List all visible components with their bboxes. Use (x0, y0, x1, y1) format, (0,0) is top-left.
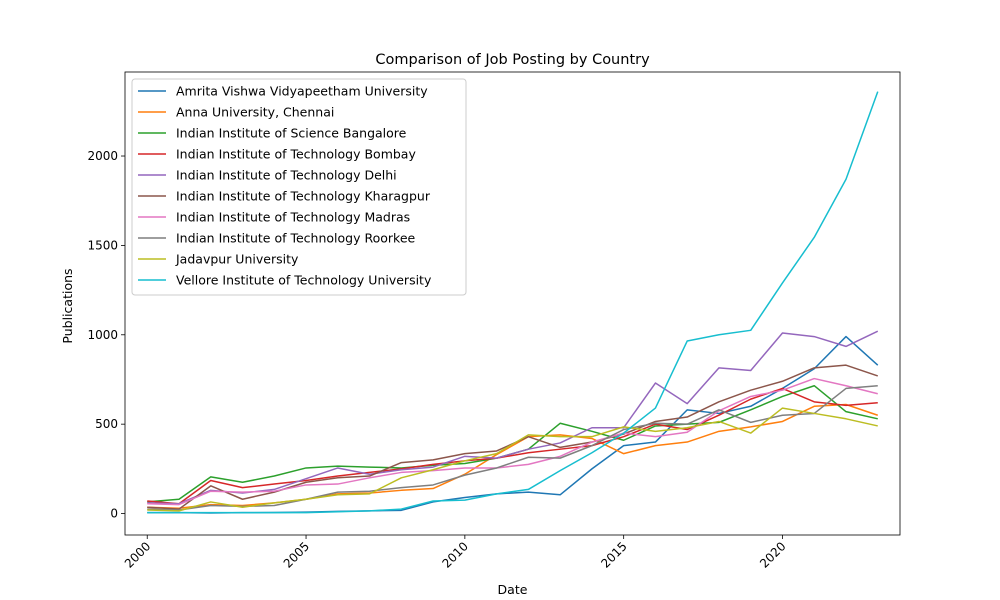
legend-label-6: Indian Institute of Technology Madras (176, 210, 410, 225)
y-tick-label-1: 500 (95, 417, 118, 431)
y-tick-label-2: 1000 (87, 328, 118, 342)
x-tick-label-0: 2000 (122, 539, 153, 570)
series-line-4 (147, 330, 879, 505)
chart-title: Comparison of Job Posting by Country (375, 52, 650, 68)
x-tick-label-4: 2020 (757, 539, 788, 570)
series-line-3 (147, 387, 878, 505)
series-line-7 (147, 384, 878, 511)
series-line-8 (147, 407, 878, 512)
y-tick-label-4: 2000 (87, 149, 118, 163)
y-tick-label-3: 1500 (87, 238, 118, 252)
x-axis-label: Date (498, 582, 528, 597)
series-line-9 (147, 91, 879, 514)
legend-label-9: Vellore Institute of Technology Universi… (176, 273, 432, 288)
x-tick-label-2: 2010 (439, 539, 470, 570)
legend-label-2: Indian Institute of Science Bangalore (176, 126, 407, 141)
x-tick-label-3: 2015 (598, 539, 629, 570)
legend-label-1: Anna University, Chennai (176, 105, 334, 120)
legend-label-0: Amrita Vishwa Vidyapeetham University (176, 84, 428, 99)
legend-label-7: Indian Institute of Technology Roorkee (176, 231, 416, 246)
y-tick-label-0: 0 (110, 507, 118, 521)
series-line-6 (147, 377, 878, 506)
series-line-5 (147, 364, 879, 510)
axes-frame (124, 71, 901, 536)
legend-label-8: Jadavpur University (175, 252, 299, 267)
legend: Amrita Vishwa Vidyapeetham University Ann… (131, 78, 467, 296)
legend-frame (131, 78, 467, 296)
x-tick-label-1: 2005 (281, 539, 312, 570)
legend-label-4: Indian Institute of Technology Delhi (176, 168, 397, 183)
legend-label-5: Indian Institute of Technology Kharagpur (176, 189, 431, 204)
y-axis-label: Publications (60, 268, 75, 343)
legend-label-3: Indian Institute of Technology Bombay (176, 147, 416, 162)
